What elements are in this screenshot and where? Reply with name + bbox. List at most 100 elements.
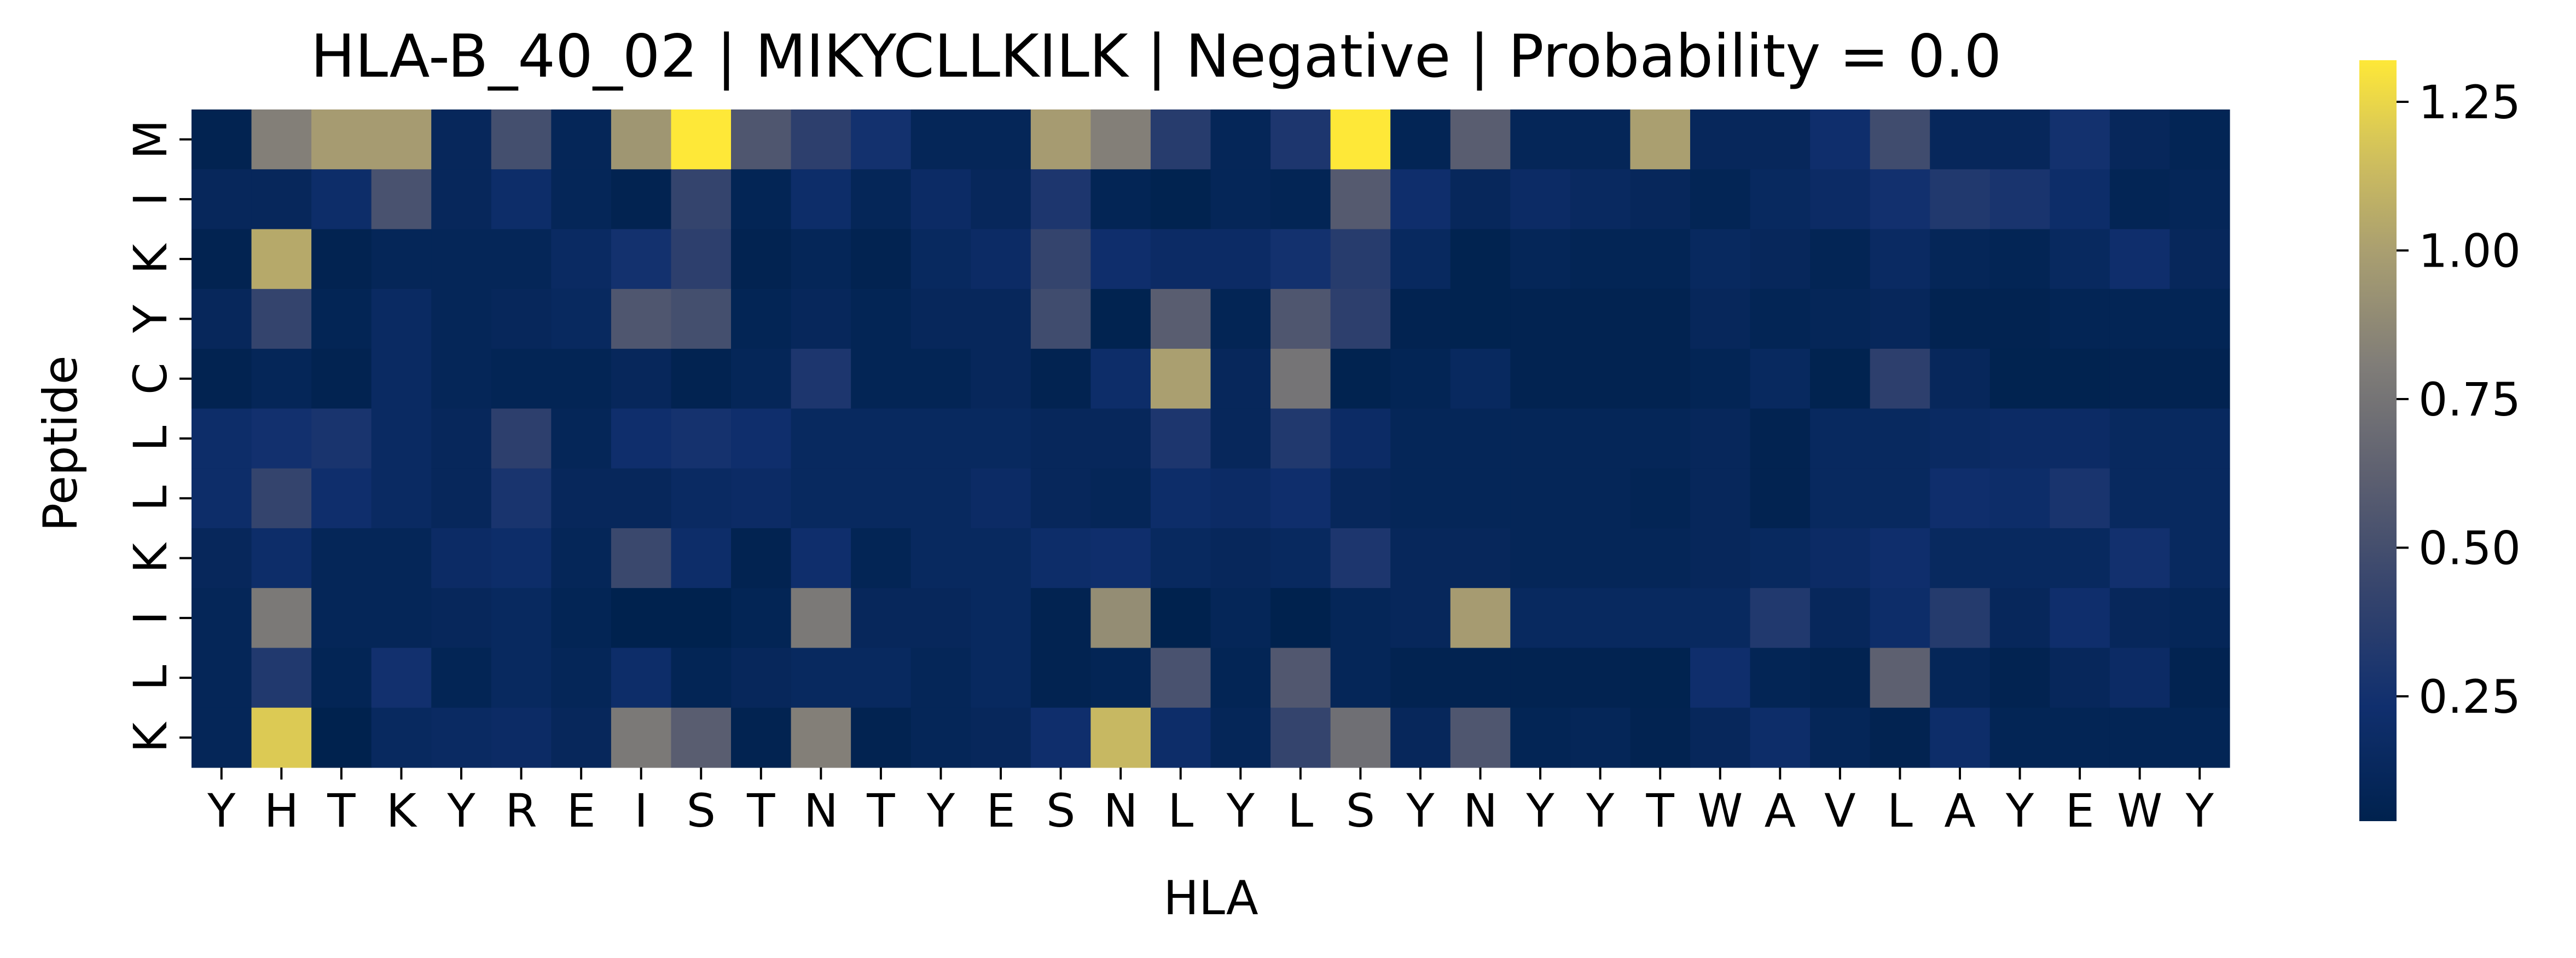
heatmap-cell	[1870, 468, 1930, 529]
heatmap-cell	[2169, 707, 2230, 768]
heatmap-cell	[1870, 528, 1930, 588]
heatmap-cell	[2109, 468, 2171, 529]
heatmap-cell	[2050, 109, 2110, 170]
heatmap-cell	[371, 528, 432, 588]
heatmap-cell	[1450, 468, 1511, 529]
heatmap-cell	[192, 468, 252, 529]
heatmap-cell	[251, 229, 312, 290]
heatmap-cell	[971, 169, 1031, 230]
heatmap-cell	[1930, 229, 1991, 290]
heatmap-cell	[1390, 229, 1451, 290]
heatmap-cell	[1210, 468, 1271, 529]
heatmap-cell	[1750, 169, 1811, 230]
heatmap-cell	[1150, 468, 1211, 529]
x-tick-label: L	[1168, 784, 1193, 838]
x-tick-label: E	[987, 784, 1016, 838]
y-tick-label: K	[124, 542, 177, 573]
heatmap-cell	[1750, 528, 1811, 588]
heatmap-cell	[1510, 528, 1571, 588]
heatmap-cell	[551, 349, 612, 409]
heatmap-cell	[1390, 588, 1451, 649]
heatmap-cell	[1390, 408, 1451, 469]
heatmap-cell	[1330, 349, 1391, 409]
y-tick-label: I	[124, 193, 177, 206]
heatmap-cell	[1690, 229, 1751, 290]
heatmap-cell	[1030, 707, 1091, 768]
heatmap-cell	[851, 528, 912, 588]
heatmap-cell	[1810, 169, 1871, 230]
heatmap-cell	[1989, 528, 2050, 588]
heatmap-cell	[551, 648, 612, 708]
x-tick-label: S	[687, 784, 716, 838]
heatmap-cell	[791, 169, 851, 230]
heatmap-cell	[251, 169, 312, 230]
heatmap-cell	[671, 349, 732, 409]
heatmap-cell	[791, 229, 851, 290]
heatmap-cell	[1810, 468, 1871, 529]
heatmap-cell	[1210, 588, 1271, 649]
heatmap-cell	[1390, 109, 1451, 170]
heatmap-cell	[1270, 229, 1331, 290]
heatmap-cell	[1750, 229, 1811, 290]
heatmap-cell	[671, 528, 732, 588]
heatmap-cell	[671, 109, 732, 170]
heatmap-cell	[2109, 169, 2171, 230]
heatmap-cell	[1690, 169, 1751, 230]
heatmap-cell	[371, 588, 432, 649]
heatmap-cell	[311, 109, 372, 170]
heatmap-cell	[731, 288, 792, 349]
heatmap-cell	[1030, 648, 1091, 708]
heatmap-cell	[1989, 468, 2050, 529]
x-tick-label: T	[327, 784, 356, 838]
heatmap-cell	[851, 588, 912, 649]
heatmap-cell	[2050, 648, 2110, 708]
heatmap-cell	[2109, 288, 2171, 349]
heatmap-cell	[551, 169, 612, 230]
heatmap-cell	[910, 528, 971, 588]
heatmap-cell	[551, 109, 612, 170]
heatmap-cell	[2109, 528, 2171, 588]
heatmap-cell	[491, 229, 552, 290]
heatmap-cell	[1090, 109, 1151, 170]
heatmap-cell	[2169, 229, 2230, 290]
heatmap-cell	[1930, 468, 1991, 529]
heatmap-cell	[1989, 109, 2050, 170]
heatmap-cell	[2050, 169, 2110, 230]
heatmap-cell	[2050, 528, 2110, 588]
x-tick-label: I	[634, 784, 648, 838]
heatmap-cell	[1270, 349, 1331, 409]
heatmap-cell	[1510, 408, 1571, 469]
heatmap-cell	[551, 588, 612, 649]
heatmap-cell	[1450, 648, 1511, 708]
heatmap-cell	[2109, 229, 2171, 290]
heatmap-cell	[1930, 588, 1991, 649]
heatmap-cell	[491, 588, 552, 649]
heatmap-cell	[1570, 349, 1631, 409]
heatmap-cell	[671, 288, 732, 349]
heatmap-cell	[1150, 288, 1211, 349]
colorbar-tick-label: 1.25	[2418, 76, 2521, 129]
heatmap-cell	[1510, 109, 1571, 170]
heatmap-cell	[731, 707, 792, 768]
heatmap-cell	[671, 648, 732, 708]
heatmap-cell	[1450, 109, 1511, 170]
heatmap-cell	[910, 408, 971, 469]
heatmap-cell	[1570, 648, 1631, 708]
heatmap-cell	[431, 707, 492, 768]
x-tick-label: N	[804, 784, 838, 838]
x-tick-label: Y	[1525, 784, 1554, 838]
heatmap-cell	[611, 349, 672, 409]
heatmap-cell	[1930, 349, 1991, 409]
heatmap-cell	[431, 229, 492, 290]
heatmap-cell	[192, 109, 252, 170]
heatmap-cell	[311, 408, 372, 469]
heatmap-cell	[1450, 528, 1511, 588]
heatmap-cell	[371, 707, 432, 768]
heatmap-cell	[1930, 169, 1991, 230]
heatmap-cell	[311, 707, 372, 768]
heatmap-cell	[1810, 288, 1871, 349]
heatmap-cell	[971, 707, 1031, 768]
heatmap-cell	[1450, 588, 1511, 649]
heatmap-cell	[1090, 707, 1151, 768]
heatmap-cell	[1630, 408, 1691, 469]
